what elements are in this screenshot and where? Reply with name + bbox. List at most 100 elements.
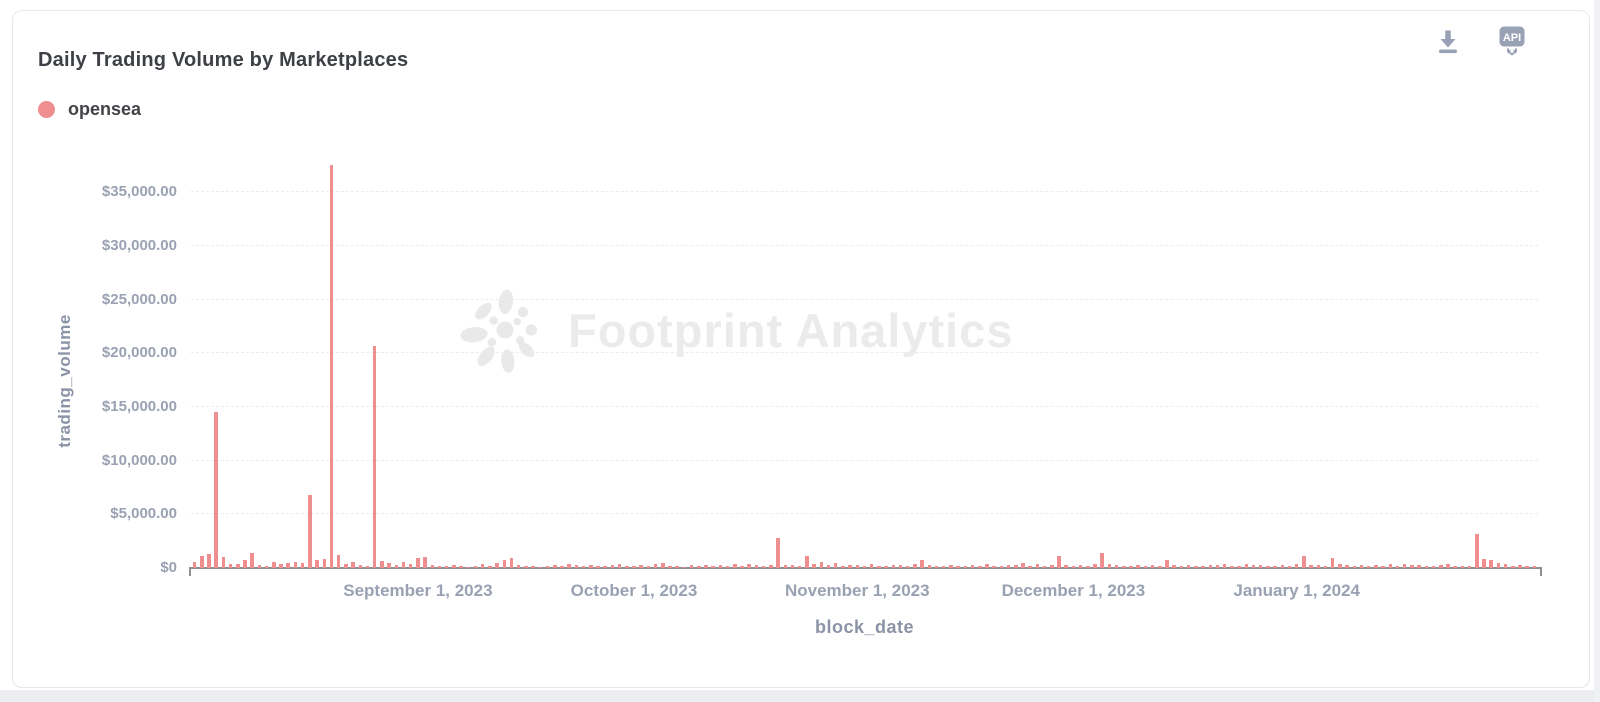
bar[interactable] xyxy=(646,566,651,568)
bar[interactable] xyxy=(747,563,751,568)
bar[interactable] xyxy=(243,559,247,568)
bar[interactable] xyxy=(1086,566,1090,568)
bar[interactable] xyxy=(625,565,629,568)
bar[interactable] xyxy=(941,566,946,568)
bar[interactable] xyxy=(603,566,607,568)
bar[interactable] xyxy=(927,565,932,568)
bar[interactable] xyxy=(812,564,816,568)
bar[interactable] xyxy=(1237,565,1241,568)
bar[interactable] xyxy=(1006,564,1011,568)
bar[interactable] xyxy=(596,565,600,568)
bar[interactable] xyxy=(1503,564,1508,568)
bar[interactable] xyxy=(1208,564,1212,568)
bar[interactable] xyxy=(963,566,968,568)
bar[interactable] xyxy=(408,563,413,568)
bar[interactable] xyxy=(466,566,471,568)
bar[interactable] xyxy=(790,564,795,568)
bar[interactable] xyxy=(783,565,787,568)
bar[interactable] xyxy=(322,559,326,568)
bar[interactable] xyxy=(236,563,240,568)
bar[interactable] xyxy=(560,566,564,568)
bar[interactable] xyxy=(1417,564,1421,568)
bar[interactable] xyxy=(1143,566,1148,568)
bar[interactable] xyxy=(437,565,442,568)
bar[interactable] xyxy=(1114,565,1119,568)
bar[interactable] xyxy=(1388,564,1393,568)
bar[interactable] xyxy=(1345,565,1349,568)
bar[interactable] xyxy=(329,165,334,568)
bar[interactable] xyxy=(207,554,211,568)
bar[interactable] xyxy=(444,566,449,568)
bar[interactable] xyxy=(1172,564,1176,568)
bar[interactable] xyxy=(358,565,363,568)
bar[interactable] xyxy=(1431,566,1436,568)
bar[interactable] xyxy=(1374,565,1378,568)
bar[interactable] xyxy=(1215,565,1220,568)
bar[interactable] xyxy=(1482,559,1486,568)
bar[interactable] xyxy=(589,564,593,568)
bar[interactable] xyxy=(639,565,643,568)
bar[interactable] xyxy=(1511,566,1515,568)
bar[interactable] xyxy=(1165,560,1169,568)
bar[interactable] xyxy=(689,565,694,568)
bar[interactable] xyxy=(711,565,715,568)
bar[interactable] xyxy=(841,565,845,568)
bar[interactable] xyxy=(344,563,348,568)
bar[interactable] xyxy=(1475,533,1479,568)
bar[interactable] xyxy=(581,566,586,568)
bar[interactable] xyxy=(300,562,305,568)
bar[interactable] xyxy=(1186,565,1191,568)
bar[interactable] xyxy=(740,565,744,568)
bar[interactable] xyxy=(1150,565,1155,568)
bar[interactable] xyxy=(1446,564,1450,568)
bar[interactable] xyxy=(1395,566,1400,568)
bar[interactable] xyxy=(653,564,658,568)
bar[interactable] xyxy=(1201,566,1205,568)
bar[interactable] xyxy=(423,557,427,568)
bar[interactable] xyxy=(769,564,773,568)
bar[interactable] xyxy=(1525,565,1529,568)
bar[interactable] xyxy=(949,564,953,568)
bar[interactable] xyxy=(920,560,924,568)
bar[interactable] xyxy=(1050,565,1054,568)
bar[interactable] xyxy=(459,566,463,568)
bar[interactable] xyxy=(999,566,1004,568)
bar[interactable] xyxy=(495,562,499,568)
bar[interactable] xyxy=(956,565,960,568)
bar[interactable] xyxy=(1258,564,1263,568)
bar[interactable] xyxy=(704,564,708,568)
bar[interactable] xyxy=(308,494,312,568)
bar[interactable] xyxy=(826,565,831,568)
bar[interactable] xyxy=(1402,563,1407,568)
bar[interactable] xyxy=(992,565,996,568)
bar[interactable] xyxy=(877,566,881,568)
bar[interactable] xyxy=(394,565,399,568)
bar[interactable] xyxy=(1071,565,1076,568)
bar[interactable] xyxy=(1122,566,1126,568)
bar[interactable] xyxy=(985,563,989,568)
bar[interactable] xyxy=(293,561,298,568)
bar[interactable] xyxy=(567,563,571,568)
bar[interactable] xyxy=(192,561,197,568)
bar[interactable] xyxy=(934,566,939,568)
bar[interactable] xyxy=(632,566,636,568)
bar[interactable] xyxy=(574,565,579,568)
bar[interactable] xyxy=(754,565,759,568)
bar[interactable] xyxy=(1158,566,1162,568)
bar[interactable] xyxy=(855,565,860,568)
bar[interactable] xyxy=(1287,565,1292,568)
bar[interactable] xyxy=(279,564,283,568)
bar[interactable] xyxy=(257,564,262,568)
bar[interactable] xyxy=(1489,560,1493,568)
bar[interactable] xyxy=(1467,566,1472,568)
bar[interactable] xyxy=(250,552,254,568)
bar[interactable] xyxy=(697,566,701,568)
bar[interactable] xyxy=(452,565,456,568)
bar[interactable] xyxy=(869,564,874,568)
bar[interactable] xyxy=(725,566,730,568)
bar[interactable] xyxy=(905,566,910,568)
bar[interactable] xyxy=(617,564,622,568)
bar[interactable] xyxy=(1136,564,1140,568)
bar[interactable] xyxy=(1064,564,1068,568)
bar[interactable] xyxy=(214,412,218,568)
